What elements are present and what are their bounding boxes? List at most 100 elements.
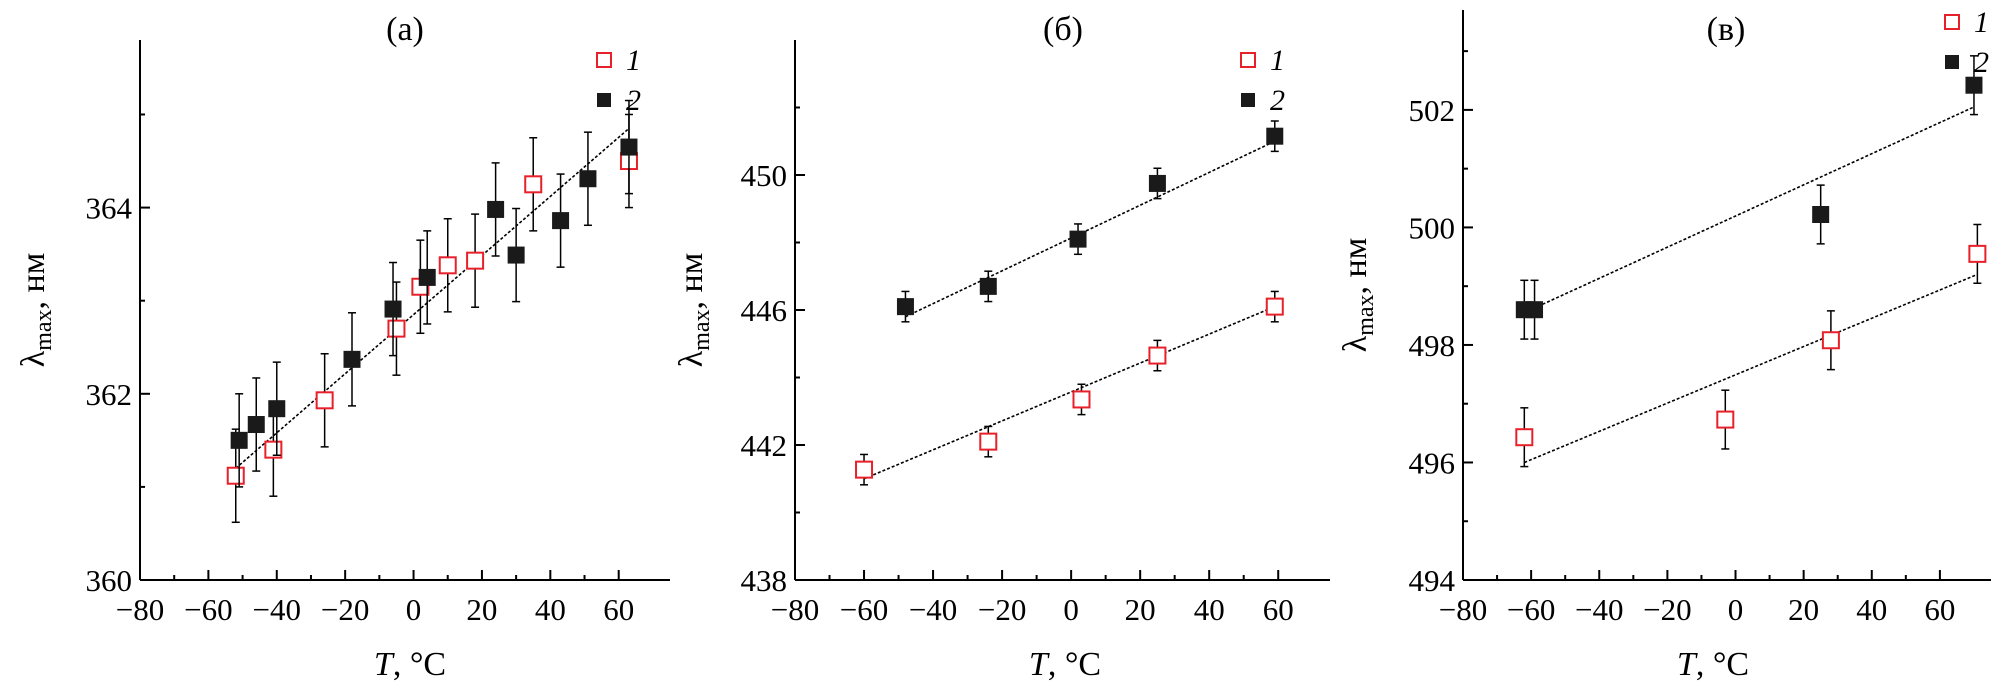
data-point-series-2 <box>507 246 525 264</box>
data-point-series-1 <box>524 175 543 194</box>
x-axis-unit: , °C <box>1696 646 1749 683</box>
panel-1: −80 −60 −40 −20 0 20 40 60 360 362 364 (а) T, °C λmax… <box>15 11 670 683</box>
x-tick-label: 20 <box>466 592 497 627</box>
x-tick-label: −20 <box>321 592 369 627</box>
x-axis-var: T <box>374 646 395 683</box>
y-axis-unit: , нм <box>15 253 52 310</box>
legend-marker-2 <box>1945 55 1959 69</box>
x-tick-label: 0 <box>1063 592 1079 627</box>
x-axis-title: T, °C <box>1029 646 1101 683</box>
data-point-series-2 <box>247 416 265 434</box>
x-axis-var: T <box>1677 646 1698 683</box>
data-point-series-2 <box>1526 301 1544 319</box>
data-point-series-1 <box>1265 297 1284 316</box>
y-tick-label: 496 <box>1409 445 1456 480</box>
legend-label: 1 <box>1974 6 1989 39</box>
x-axis-unit: , °C <box>1048 646 1101 683</box>
y-tick-label: 360 <box>86 563 133 598</box>
legend-marker-2 <box>597 93 611 107</box>
data-point-series-2 <box>418 268 436 286</box>
legend-marker-1 <box>1240 52 1256 68</box>
data-point-series-2 <box>1069 230 1087 248</box>
y-tick-label: 494 <box>1409 563 1456 598</box>
x-tick-label: −20 <box>1643 592 1691 627</box>
x-axis-title: T, °C <box>374 646 446 683</box>
data-point-series-1 <box>1515 428 1534 447</box>
x-tick-label: −60 <box>1507 592 1555 627</box>
x-tick-label: 40 <box>1194 592 1225 627</box>
data-point-series-2 <box>1148 174 1166 192</box>
x-tick-label: 20 <box>1125 592 1156 627</box>
y-axis-subscript: max <box>1353 294 1379 335</box>
y-axis-title: λmax, нм <box>673 253 715 368</box>
x-tick-label: 60 <box>1924 592 1955 627</box>
y-axis-subscript: max <box>689 309 715 350</box>
data-point-series-2 <box>979 277 997 295</box>
panel-label: (в) <box>1707 11 1746 48</box>
data-point-series-2 <box>1812 205 1830 223</box>
data-point-series-2 <box>487 200 505 218</box>
legend-label: 2 <box>1270 84 1285 117</box>
fit-line <box>235 127 630 469</box>
y-axis-symbol: λ <box>15 350 52 367</box>
data-point-series-2 <box>1965 76 1983 94</box>
x-axis-title: T, °C <box>1677 646 1749 683</box>
data-point-series-1 <box>387 319 406 338</box>
fit-line <box>1524 273 1978 464</box>
x-tick-label: 0 <box>406 592 422 627</box>
fit-line <box>863 305 1276 480</box>
legend-label: 2 <box>626 84 641 117</box>
data-point-series-1 <box>979 432 998 451</box>
x-tick-label: 20 <box>1788 592 1819 627</box>
y-axis-unit: , нм <box>1337 238 1374 295</box>
fit-line <box>905 140 1276 318</box>
y-tick-label: 500 <box>1409 210 1456 245</box>
y-tick-label: 362 <box>86 377 133 412</box>
y-tick-label: 446 <box>741 293 788 328</box>
y-axis-symbol: λ <box>673 350 710 367</box>
x-axis-unit: , °C <box>393 646 446 683</box>
x-tick-label: 40 <box>1856 592 1887 627</box>
panel-3: −80 −60 −40 −20 0 20 40 60494496498500502(в)T, … <box>1337 6 1991 683</box>
data-point-series-2 <box>552 212 570 230</box>
data-point-series-1 <box>438 256 457 275</box>
data-point-series-2 <box>579 170 597 188</box>
panel-2: −80 −60 −40 −20 0 20 40 60 438 442 446 450 (б) T, °C λ… <box>673 11 1330 683</box>
y-tick-label: 450 <box>741 158 788 193</box>
x-tick-label: 60 <box>1263 592 1294 627</box>
data-point-series-2 <box>384 300 402 318</box>
data-point-series-2 <box>1266 127 1284 145</box>
data-point-series-1 <box>226 466 245 485</box>
panel-label: (б) <box>1043 11 1083 48</box>
x-tick-label: 40 <box>535 592 566 627</box>
x-tick-label: −40 <box>909 592 957 627</box>
data-point-series-2 <box>230 431 248 449</box>
data-point-series-1 <box>855 460 874 479</box>
y-tick-label: 498 <box>1409 328 1456 363</box>
x-tick-label: −80 <box>116 592 164 627</box>
data-point-series-1 <box>1821 331 1840 350</box>
y-axis-subscript: max <box>31 309 57 350</box>
data-point-series-2 <box>896 298 914 316</box>
legend-marker-1 <box>596 52 612 68</box>
y-tick-label: 364 <box>86 191 133 226</box>
legend-marker-2 <box>1241 93 1255 107</box>
data-point-series-1 <box>315 391 334 410</box>
y-axis-unit: , нм <box>673 253 710 310</box>
legend-label: 2 <box>1974 46 1989 79</box>
x-tick-label: −40 <box>253 592 301 627</box>
x-axis-var: T <box>1029 646 1050 683</box>
data-point-series-2 <box>268 400 286 418</box>
y-axis-title: λmax, нм <box>1337 238 1379 353</box>
data-point-series-2 <box>620 138 638 156</box>
data-point-series-1 <box>1968 244 1987 263</box>
x-tick-label: 0 <box>1728 592 1744 627</box>
y-axis-title: λmax, нм <box>15 253 57 368</box>
x-tick-label: −20 <box>978 592 1026 627</box>
data-point-series-1 <box>1716 410 1735 429</box>
y-tick-label: 438 <box>741 563 788 598</box>
x-tick-label: −40 <box>1575 592 1623 627</box>
data-point-series-1 <box>1148 346 1167 365</box>
data-point-series-1 <box>1072 390 1091 409</box>
